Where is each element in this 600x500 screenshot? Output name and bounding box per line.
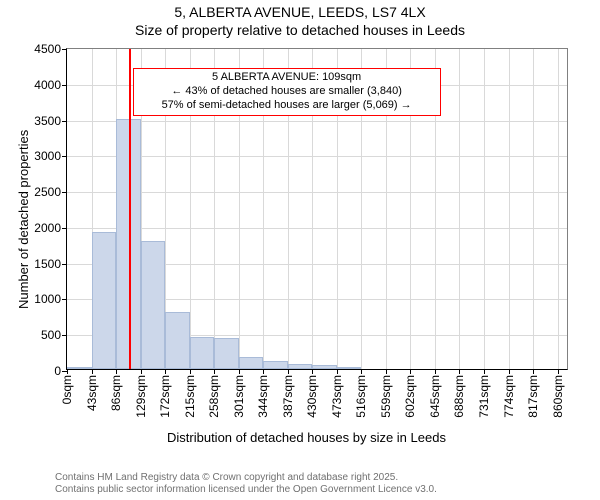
x-tick-label: 344sqm (256, 375, 270, 418)
y-tick-label: 4500 (34, 42, 61, 56)
footer-line-1: Contains HM Land Registry data © Crown c… (55, 472, 437, 484)
x-tick-label: 688sqm (452, 375, 466, 418)
x-tick-label: 516sqm (354, 375, 368, 418)
x-tick-mark (67, 369, 68, 374)
histogram-bar (337, 367, 362, 369)
annotation-box: 5 ALBERTA AVENUE: 109sqm← 43% of detache… (133, 68, 441, 115)
x-axis-title: Distribution of detached houses by size … (167, 430, 446, 445)
x-tick-label: 645sqm (428, 375, 442, 418)
x-tick-label: 215sqm (183, 375, 197, 418)
y-tick-mark (62, 335, 67, 336)
chart-footer: Contains HM Land Registry data © Crown c… (55, 472, 437, 496)
y-tick-label: 500 (41, 328, 61, 342)
x-tick-mark (239, 369, 240, 374)
x-tick-label: 0sqm (60, 375, 74, 404)
grid-line-h (67, 121, 567, 122)
histogram-bar (190, 337, 215, 369)
y-tick-label: 4000 (34, 78, 61, 92)
x-tick-mark (190, 369, 191, 374)
grid-line-v (509, 49, 510, 369)
x-tick-mark (410, 369, 411, 374)
y-tick-mark (62, 264, 67, 265)
x-tick-label: 860sqm (551, 375, 565, 418)
x-tick-mark (558, 369, 559, 374)
histogram-bar (141, 241, 166, 369)
x-tick-label: 86sqm (109, 375, 123, 411)
histogram-bar (288, 364, 313, 369)
histogram-bar (214, 338, 239, 369)
x-tick-mark (116, 369, 117, 374)
x-tick-label: 43sqm (85, 375, 99, 411)
title-line-1: 5, ALBERTA AVENUE, LEEDS, LS7 4LX (0, 4, 600, 20)
plot-area: 0500100015002000250030003500400045000sqm… (66, 48, 568, 370)
x-tick-mark (337, 369, 338, 374)
y-tick-mark (62, 49, 67, 50)
x-tick-mark (214, 369, 215, 374)
y-axis-title: Number of detached properties (16, 130, 31, 309)
y-tick-label: 1000 (34, 292, 61, 306)
x-tick-mark (386, 369, 387, 374)
y-tick-mark (62, 85, 67, 86)
title-line-2: Size of property relative to detached ho… (0, 22, 600, 38)
annotation-line-3: 57% of semi-detached houses are larger (… (140, 99, 434, 113)
x-tick-label: 473sqm (330, 375, 344, 418)
y-tick-label: 2000 (34, 221, 61, 235)
annotation-line-2: ← 43% of detached houses are smaller (3,… (140, 85, 434, 99)
x-tick-mark (263, 369, 264, 374)
grid-line-v (459, 49, 460, 369)
chart-title: 5, ALBERTA AVENUE, LEEDS, LS7 4LX Size o… (0, 4, 600, 38)
x-tick-label: 817sqm (526, 375, 540, 418)
x-tick-label: 559sqm (379, 375, 393, 418)
y-tick-mark (62, 299, 67, 300)
x-tick-mark (361, 369, 362, 374)
property-marker-line (129, 49, 131, 369)
annotation-line-1: 5 ALBERTA AVENUE: 109sqm (140, 71, 434, 85)
grid-line-h (67, 228, 567, 229)
grid-line-v (558, 49, 559, 369)
histogram-bar (312, 365, 337, 369)
y-tick-mark (62, 192, 67, 193)
grid-line-v (484, 49, 485, 369)
y-tick-mark (62, 156, 67, 157)
grid-line-v (533, 49, 534, 369)
x-tick-label: 172sqm (158, 375, 172, 418)
histogram-bar (165, 312, 190, 369)
y-tick-label: 3500 (34, 114, 61, 128)
chart-container: { "chart": { "type": "histogram", "title… (0, 0, 600, 500)
grid-line-h (67, 192, 567, 193)
histogram-bar (67, 367, 92, 369)
y-tick-mark (62, 121, 67, 122)
x-tick-label: 258sqm (207, 375, 221, 418)
y-tick-label: 3000 (34, 149, 61, 163)
y-tick-label: 1500 (34, 257, 61, 271)
x-tick-label: 129sqm (134, 375, 148, 418)
histogram-bar (263, 361, 288, 369)
histogram-bar (92, 232, 117, 369)
x-tick-mark (459, 369, 460, 374)
y-tick-label: 2500 (34, 185, 61, 199)
x-tick-label: 774sqm (502, 375, 516, 418)
x-tick-mark (509, 369, 510, 374)
x-tick-mark (435, 369, 436, 374)
y-tick-mark (62, 228, 67, 229)
x-tick-mark (141, 369, 142, 374)
x-tick-mark (288, 369, 289, 374)
footer-line-2: Contains public sector information licen… (55, 484, 437, 496)
grid-line-h (67, 156, 567, 157)
x-tick-label: 602sqm (403, 375, 417, 418)
x-tick-mark (312, 369, 313, 374)
x-tick-mark (165, 369, 166, 374)
histogram-bar (239, 357, 264, 369)
x-tick-label: 387sqm (281, 375, 295, 418)
x-tick-label: 430sqm (305, 375, 319, 418)
x-tick-mark (533, 369, 534, 374)
x-tick-mark (484, 369, 485, 374)
x-tick-label: 301sqm (232, 375, 246, 418)
x-tick-label: 731sqm (477, 375, 491, 418)
x-tick-mark (92, 369, 93, 374)
